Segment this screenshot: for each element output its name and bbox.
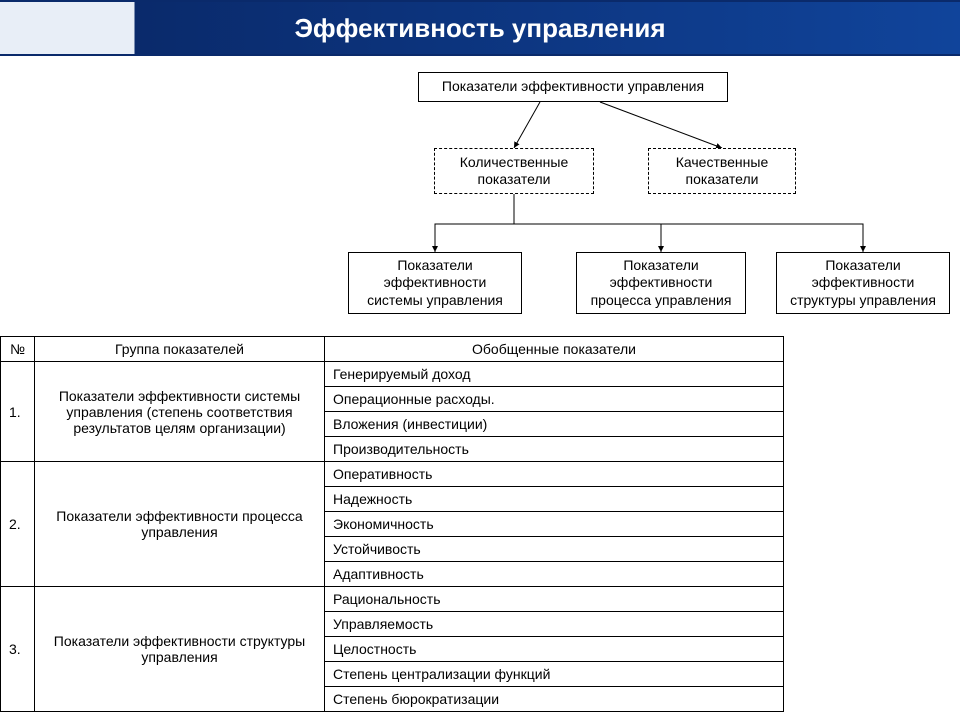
node-sys: Показатели эффективности системы управле…	[348, 252, 522, 314]
cell-item: Вложения (инвестиции)	[325, 412, 784, 437]
col-group: Группа показателей	[35, 337, 325, 362]
indicators-table: № Группа показателей Обобщенные показате…	[0, 336, 784, 712]
hierarchy-diagram: Показатели эффективности управления Колич…	[0, 56, 960, 336]
page-title: Эффективность управления	[0, 0, 960, 56]
col-items: Обобщенные показатели	[325, 337, 784, 362]
node-quant: Количественные показатели	[434, 148, 594, 194]
table-row: 2.Показатели эффективности процесса упра…	[1, 462, 784, 487]
cell-item: Целостность	[325, 637, 784, 662]
cell-group: Показатели эффективности структуры управ…	[35, 587, 325, 712]
table-row: 3.Показатели эффективности структуры упр…	[1, 587, 784, 612]
cell-item: Генерируемый доход	[325, 362, 784, 387]
cell-item: Устойчивость	[325, 537, 784, 562]
table-row: 1.Показатели эффективности системы управ…	[1, 362, 784, 387]
cell-num: 1.	[1, 362, 35, 462]
node-qual: Качественные показатели	[648, 148, 796, 194]
cell-item: Надежность	[325, 487, 784, 512]
cell-group: Показатели эффективности системы управле…	[35, 362, 325, 462]
node-struct: Показатели эффективности структуры управ…	[776, 252, 950, 314]
cell-item: Рациональность	[325, 587, 784, 612]
cell-item: Оперативность	[325, 462, 784, 487]
cell-item: Степень централизации функций	[325, 662, 784, 687]
cell-num: 3.	[1, 587, 35, 712]
title-text: Эффективность управления	[294, 13, 665, 44]
node-root: Показатели эффективности управления	[418, 72, 728, 102]
indicators-table-wrap: № Группа показателей Обобщенные показате…	[0, 336, 784, 712]
node-proc: Показатели эффективности процесса управл…	[576, 252, 746, 314]
cell-item: Операционные расходы.	[325, 387, 784, 412]
cell-num: 2.	[1, 462, 35, 587]
cell-item: Производительность	[325, 437, 784, 462]
cell-item: Степень бюрократизации	[325, 687, 784, 712]
col-num: №	[1, 337, 35, 362]
cell-item: Адаптивность	[325, 562, 784, 587]
cell-item: Экономичность	[325, 512, 784, 537]
cell-group: Показатели эффективности процесса управл…	[35, 462, 325, 587]
cell-item: Управляемость	[325, 612, 784, 637]
table-header-row: № Группа показателей Обобщенные показате…	[1, 337, 784, 362]
